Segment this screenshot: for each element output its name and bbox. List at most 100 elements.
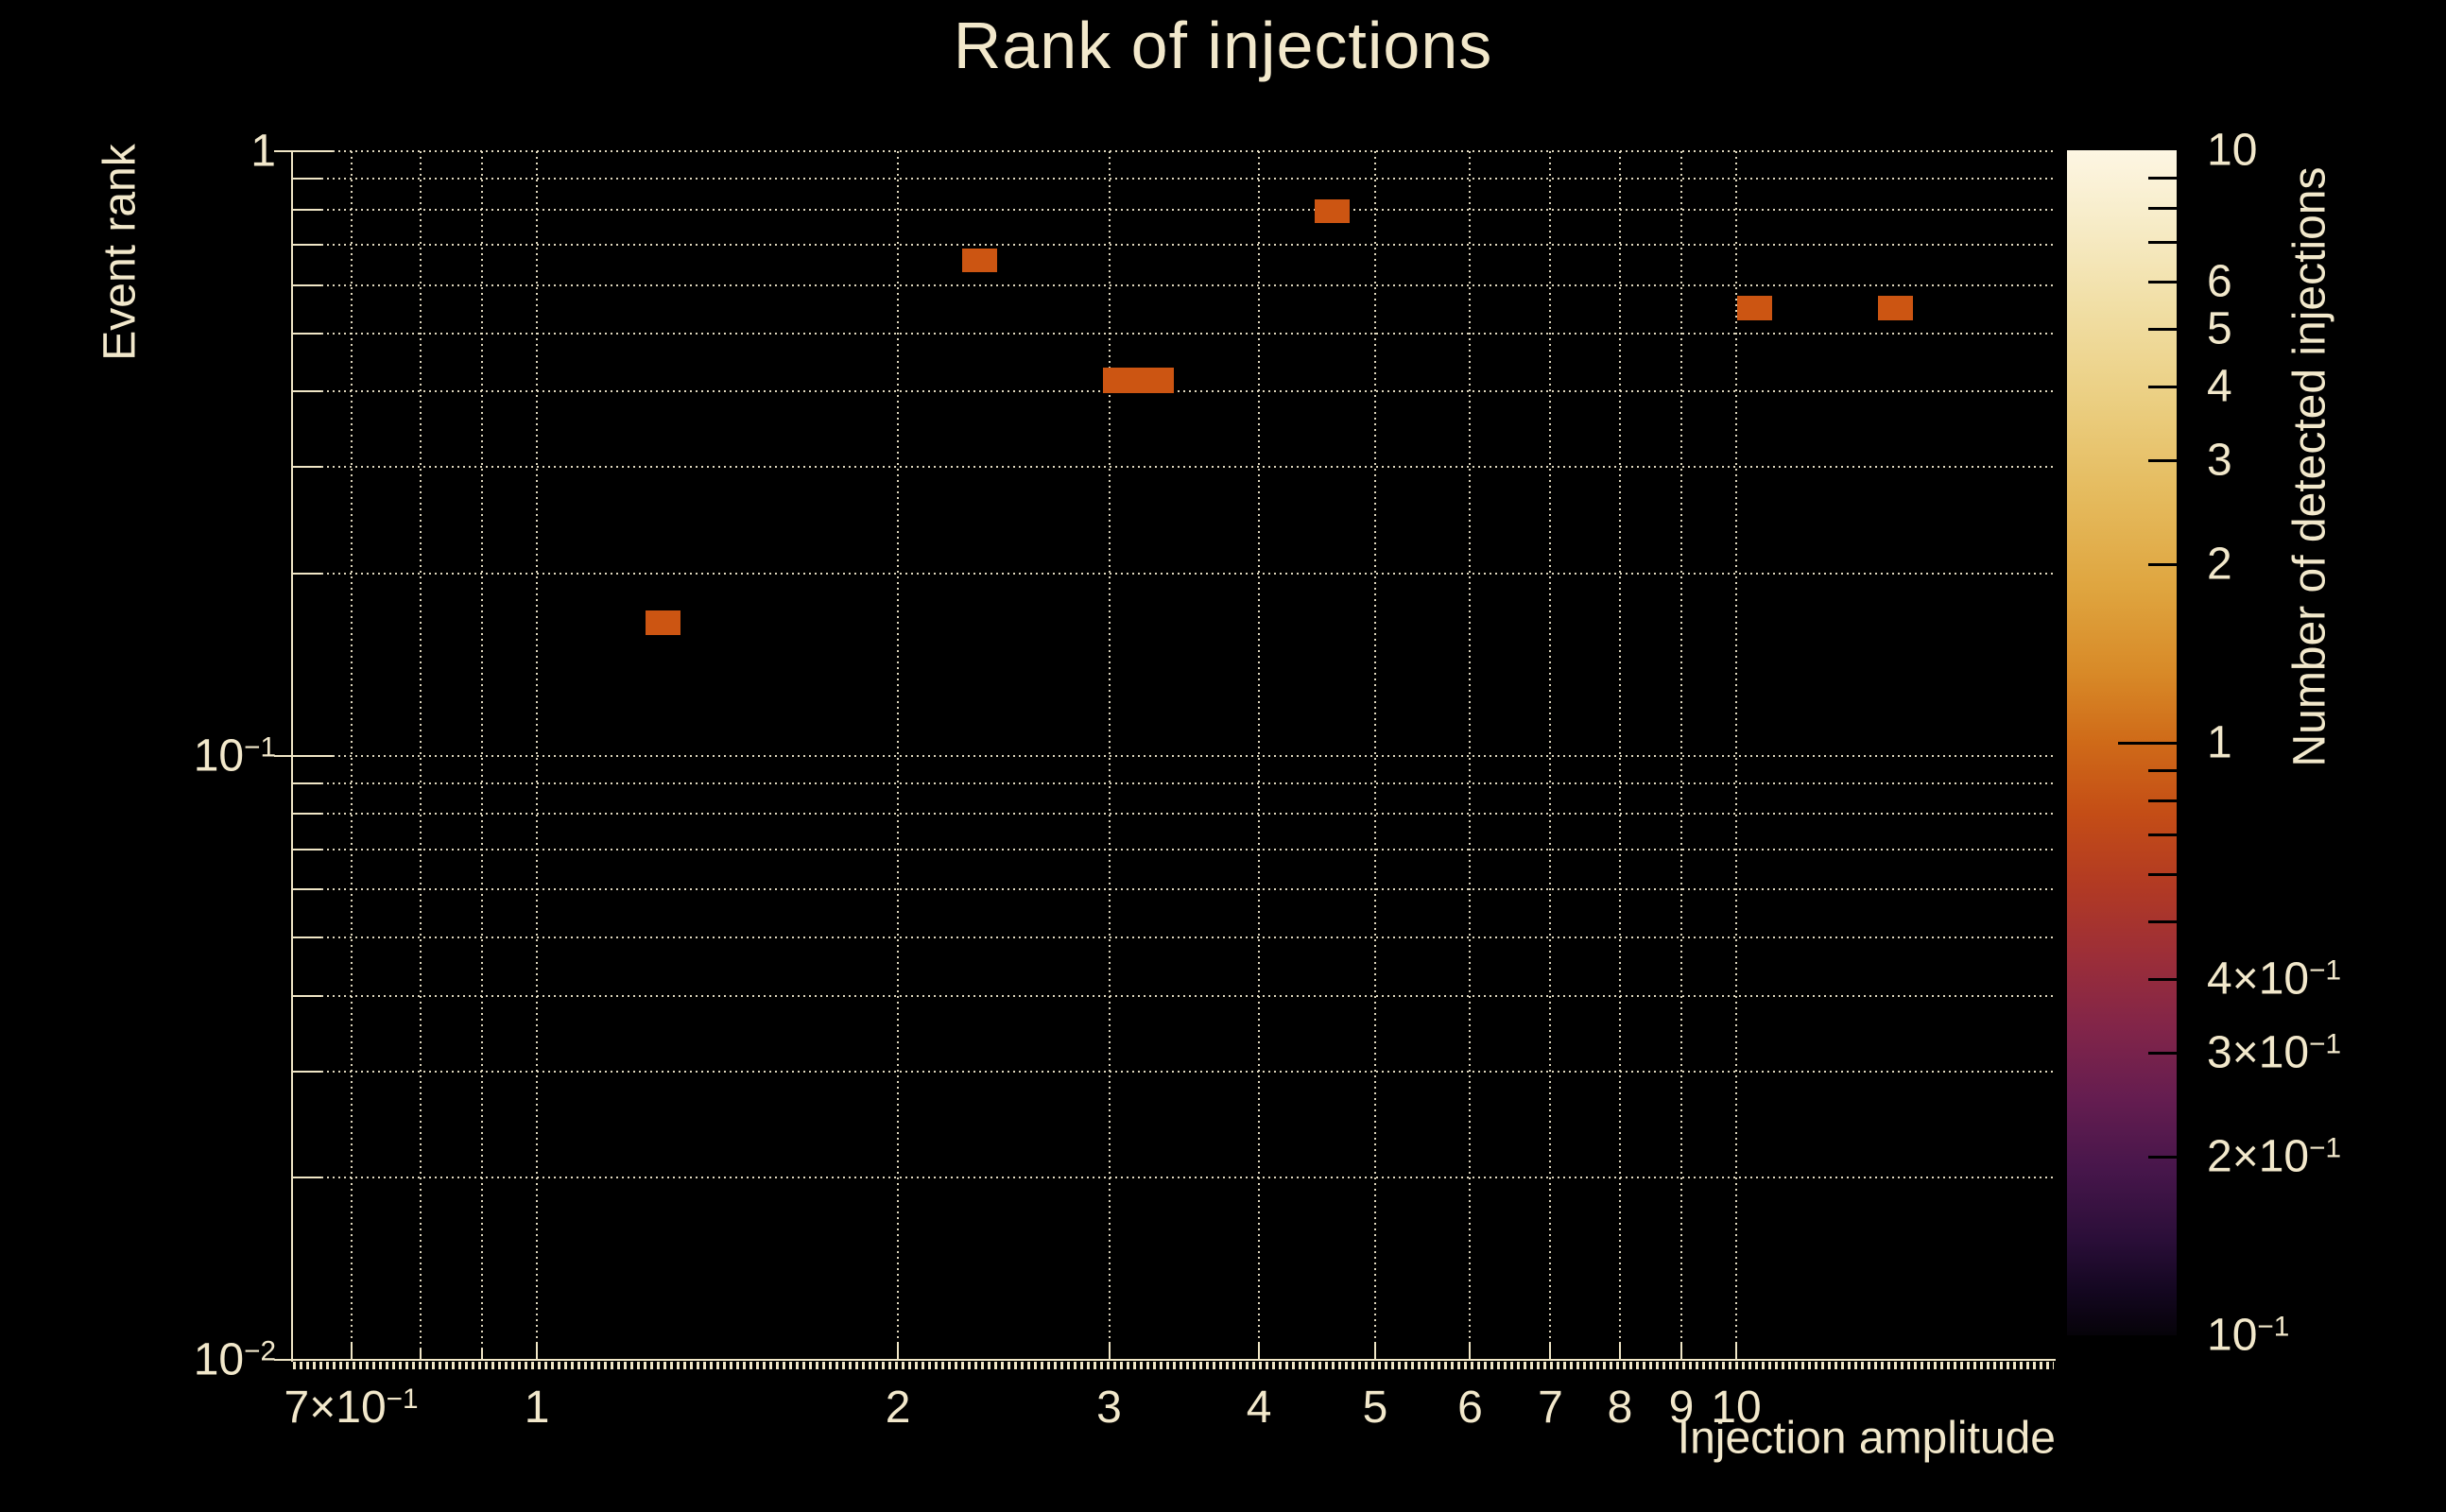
x-tick-mark [1258, 1342, 1261, 1360]
colorbar-tick-mark [2148, 873, 2177, 877]
y-gridline [293, 332, 2054, 335]
x-tick-mark [1679, 1342, 1682, 1360]
colorbar-tick-mark [2148, 833, 2177, 837]
y-gridline [293, 150, 2054, 152]
x-tick-mark [1469, 1342, 1472, 1360]
x-tick-label: 1 [524, 1383, 550, 1433]
colorbar-tick-label: 3 [2207, 435, 2232, 486]
y-gridline [293, 1070, 2054, 1073]
x-tick-label: 6 [1457, 1383, 1483, 1433]
x-tick-mark [1374, 1342, 1377, 1360]
heatmap-cell [1737, 296, 1773, 320]
colorbar-tick-label: 1 [2207, 717, 2232, 768]
colorbar-tick-mark [2148, 977, 2177, 981]
y-tick-mark [293, 572, 321, 575]
y-tick-mark [293, 178, 321, 180]
x-tick-mark [420, 1349, 422, 1360]
y-tick-mark [293, 466, 321, 469]
y-tick-label: 10−2 [193, 1334, 276, 1385]
heatmap-cell [1878, 296, 1913, 320]
colorbar-tick-label: 2×10−1 [2207, 1131, 2342, 1182]
y-gridline [293, 178, 2054, 180]
x-tick-label: 7×10−1 [284, 1383, 419, 1433]
x-axis-minor-tick-comb [293, 1362, 2054, 1369]
heatmap-cell [962, 249, 998, 272]
colorbar-tick-mark [2148, 327, 2177, 331]
y-axis-line [291, 151, 293, 1362]
colorbar-tick-label: 4×10−1 [2207, 953, 2342, 1004]
y-tick-mark [293, 332, 321, 335]
y-gridline [293, 1177, 2054, 1179]
y-tick-mark [293, 782, 321, 784]
colorbar-tick-mark [2148, 385, 2177, 388]
colorbar-tick-mark [2148, 1051, 2177, 1055]
y-gridline [293, 466, 2054, 469]
y-gridline [293, 782, 2054, 784]
x-axis-line [291, 1359, 2056, 1361]
y-tick-mark [293, 848, 321, 850]
x-tick-label: 4 [1246, 1383, 1272, 1433]
x-tick-label: 5 [1362, 1383, 1388, 1433]
colorbar-title: Number of detected injections [2284, 166, 2335, 767]
y-tick-mark [274, 754, 333, 757]
x-tick-mark [1619, 1342, 1622, 1360]
y-tick-mark [274, 1359, 333, 1361]
y-gridline [293, 994, 2054, 997]
y-tick-mark [293, 284, 321, 286]
y-gridline [293, 754, 2054, 757]
colorbar-tick-mark [2148, 281, 2177, 284]
colorbar-tick-mark [2118, 742, 2177, 745]
colorbar-tick-label: 6 [2207, 256, 2232, 307]
y-gridline [293, 813, 2054, 816]
heatmap-cell [1315, 199, 1351, 223]
chart-title: Rank of injections [953, 9, 1493, 82]
colorbar-tick-mark [2148, 919, 2177, 923]
x-tick-mark [897, 1342, 900, 1360]
colorbar-tick-label: 4 [2207, 360, 2232, 411]
colorbar-tick-mark [2148, 176, 2177, 180]
colorbar-tick-mark [2148, 799, 2177, 802]
y-tick-mark [293, 936, 321, 938]
x-tick-label: 10 [1711, 1383, 1762, 1433]
x-tick-mark [481, 1349, 484, 1360]
y-tick-label: 1 [250, 126, 276, 177]
y-gridline [293, 936, 2054, 938]
colorbar-tick-mark [2148, 241, 2177, 245]
colorbar-tick-mark [2148, 768, 2177, 772]
y-tick-mark [293, 994, 321, 997]
y-gridline [293, 244, 2054, 247]
x-tick-label: 7 [1538, 1383, 1563, 1433]
colorbar-tick-label: 5 [2207, 303, 2232, 354]
x-tick-label: 2 [885, 1383, 911, 1433]
y-gridline [293, 208, 2054, 211]
y-tick-mark [293, 244, 321, 247]
y-tick-mark [274, 150, 333, 152]
y-tick-mark [293, 1177, 321, 1179]
y-tick-mark [293, 888, 321, 891]
y-gridline [293, 572, 2054, 575]
x-tick-label: 9 [1668, 1383, 1695, 1433]
colorbar-tick-mark [2148, 1156, 2177, 1160]
colorbar-tick-label: 3×10−1 [2207, 1027, 2342, 1078]
x-tick-mark [536, 1342, 539, 1360]
x-tick-mark [350, 1342, 353, 1360]
x-tick-mark [1108, 1342, 1111, 1360]
heatmap-cell [1103, 368, 1174, 393]
colorbar-tick-mark [2148, 563, 2177, 567]
x-axis-title: Injection amplitude [1677, 1413, 2056, 1464]
x-tick-label: 3 [1096, 1383, 1122, 1433]
y-gridline [293, 848, 2054, 850]
colorbar-tick-mark [2148, 458, 2177, 462]
x-tick-label: 8 [1607, 1383, 1633, 1433]
y-tick-mark [293, 208, 321, 211]
colorbar-tick-label: 10 [2207, 125, 2258, 176]
colorbar-tick-label: 10−1 [2207, 1310, 2290, 1361]
y-gridline [293, 888, 2054, 891]
colorbar-tick-label: 2 [2207, 539, 2232, 590]
y-tick-mark [293, 1070, 321, 1073]
y-tick-mark [293, 390, 321, 393]
heatmap-cell [646, 610, 681, 636]
colorbar-tick-mark [2148, 206, 2177, 210]
x-tick-mark [1734, 1342, 1737, 1360]
